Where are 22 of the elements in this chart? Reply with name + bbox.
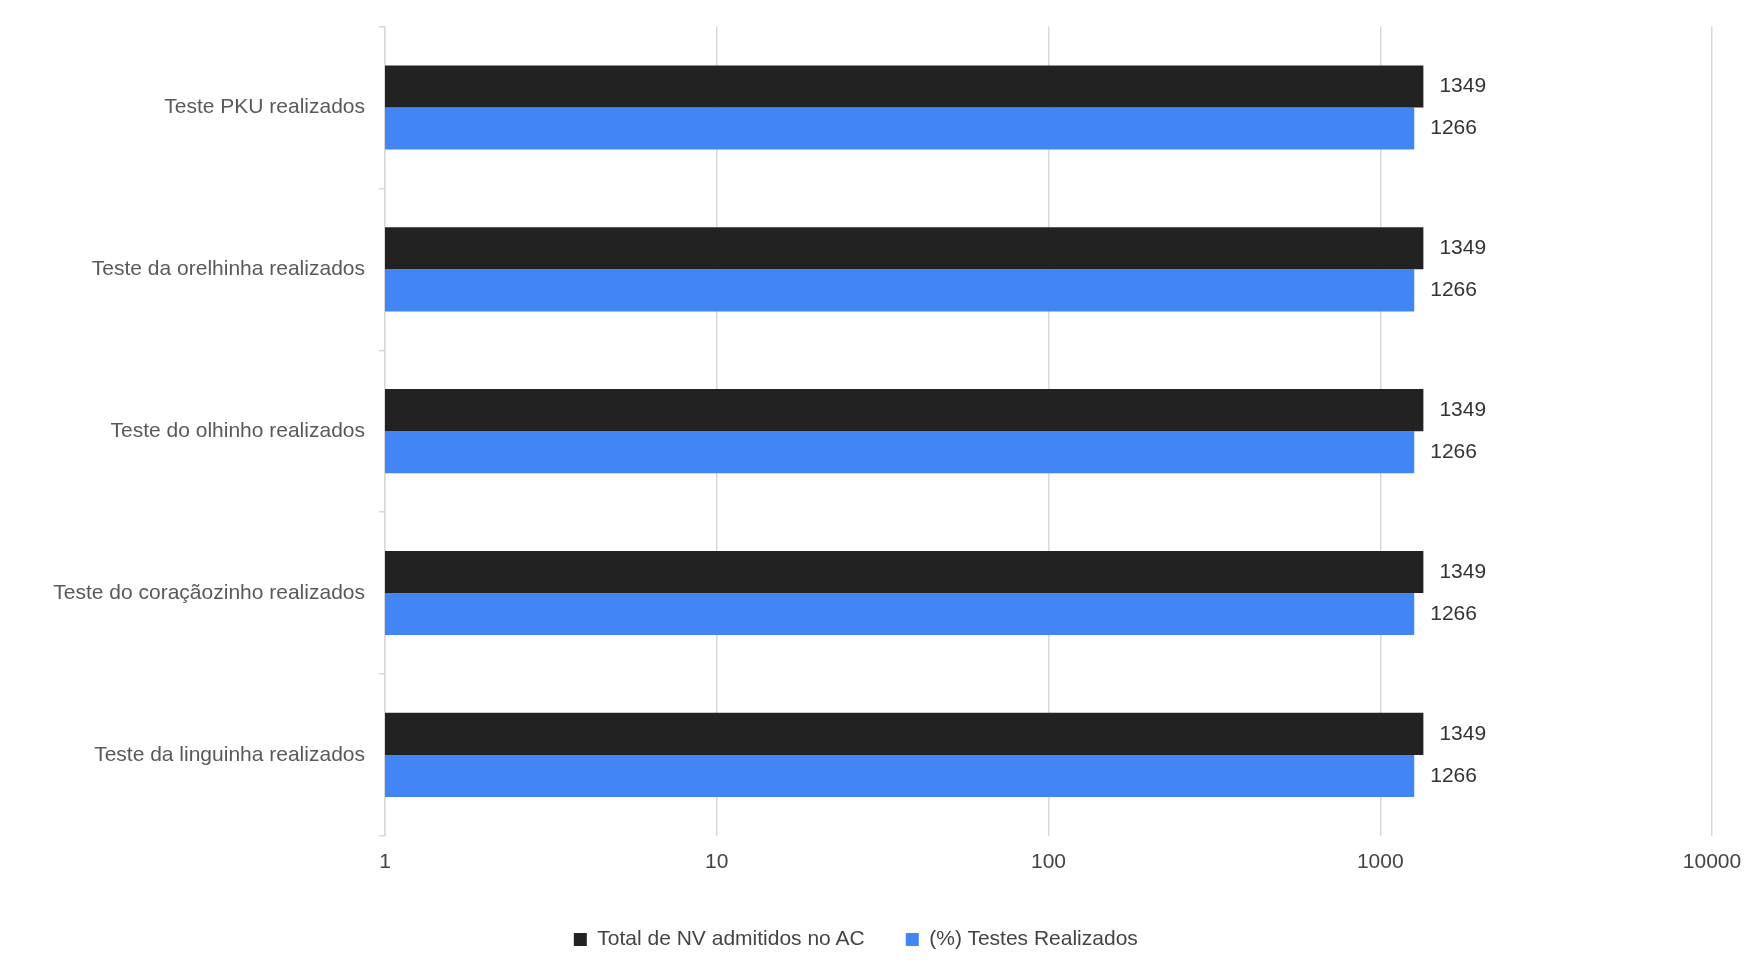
data-label: 1349 bbox=[1439, 235, 1487, 259]
y-tick-label: Teste da orelhinha realizados bbox=[91, 256, 365, 280]
legend-label: Total de NV admitidos no AC bbox=[597, 926, 865, 950]
x-tick-label: 1 bbox=[379, 849, 391, 873]
y-tick-label: Teste PKU realizados bbox=[164, 94, 365, 118]
y-tick-label: Teste da linguinha realizados bbox=[94, 741, 365, 765]
data-label: 1266 bbox=[1430, 115, 1477, 139]
data-label: 1349 bbox=[1439, 720, 1487, 744]
data-label: 1349 bbox=[1439, 73, 1487, 97]
x-tick-label: 1000 bbox=[1356, 849, 1404, 873]
data-label: 1266 bbox=[1430, 600, 1477, 624]
x-tick-label: 100 bbox=[1030, 849, 1067, 873]
legend-label: (%) Testes Realizados bbox=[929, 926, 1138, 950]
y-tick-label: Teste do coraçãozinho realizados bbox=[53, 579, 365, 603]
x-tick-label: 10000 bbox=[1682, 849, 1742, 873]
data-label: 1349 bbox=[1439, 396, 1487, 420]
data-label: 1349 bbox=[1439, 558, 1487, 582]
data-label: 1266 bbox=[1430, 277, 1477, 301]
x-tick-label: 10 bbox=[705, 849, 729, 873]
y-tick-label: Teste do olhinho realizados bbox=[110, 418, 365, 441]
data-label: 1266 bbox=[1430, 439, 1477, 463]
data-label: 1266 bbox=[1430, 762, 1477, 786]
